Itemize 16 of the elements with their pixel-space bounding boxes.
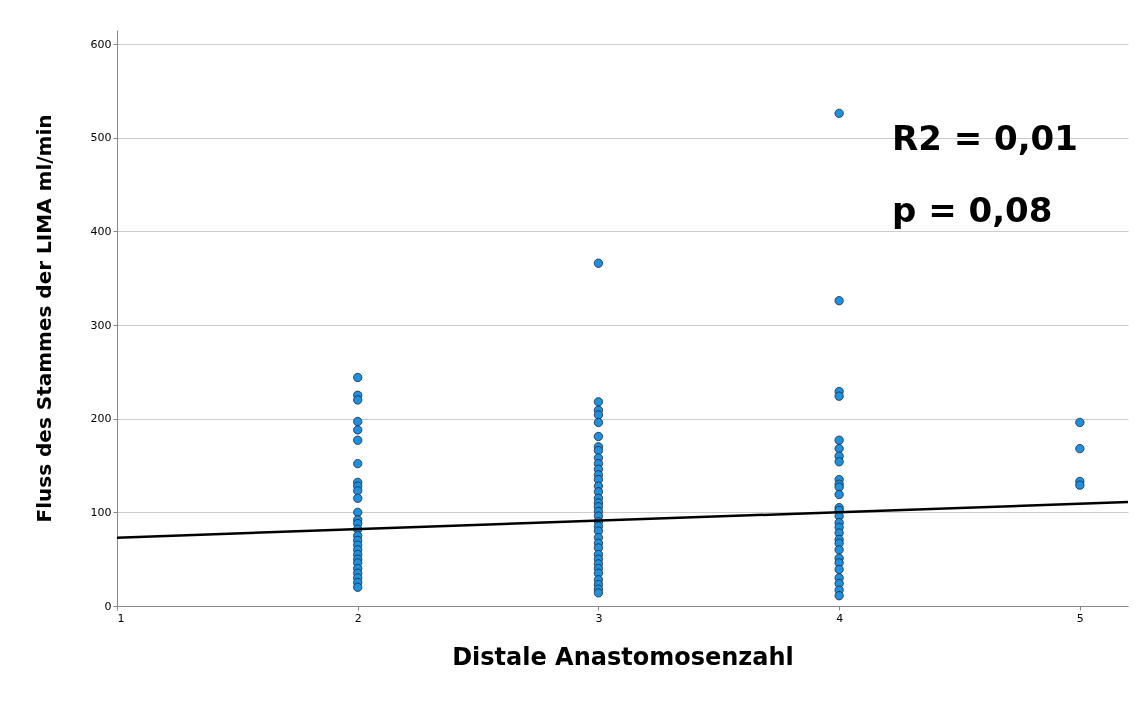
y-tick-label: 500 — [90, 131, 112, 145]
x-tick-label: 4 — [836, 611, 844, 625]
x-tick-label: 2 — [354, 611, 362, 625]
x-tick-label: 3 — [595, 611, 603, 625]
y-tick-label: 200 — [90, 412, 112, 426]
y-tick-label: 400 — [90, 224, 112, 238]
y-tick-label: 100 — [90, 505, 112, 519]
x-tick-label: 5 — [1076, 611, 1084, 625]
y-tick-label: 0 — [104, 599, 112, 613]
x-axis-title: Distale Anastomosenzahl — [452, 642, 794, 671]
y-axis-title: Fluss des Stammes der LIMA ml/min — [31, 114, 56, 523]
annotation: R2 = 0,01 — [892, 118, 1078, 158]
annotation: p = 0,08 — [892, 190, 1053, 230]
x-tick-label: 1 — [117, 611, 125, 625]
y-tick-label: 600 — [90, 37, 112, 51]
y-tick-label: 300 — [90, 318, 112, 332]
